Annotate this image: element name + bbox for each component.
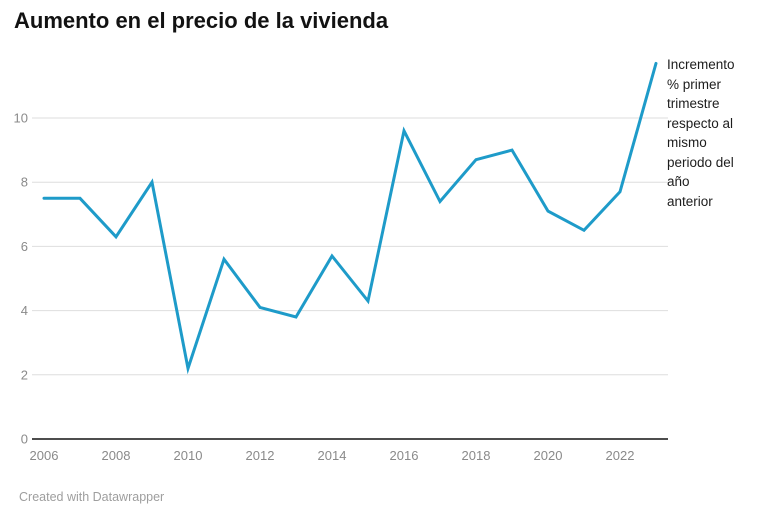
annotation-line: respecto al (667, 115, 734, 131)
data-line (42, 61, 658, 375)
x-tick-label: 2008 (102, 448, 131, 463)
x-tick-label: 2018 (462, 448, 491, 463)
x-tick-label: 2016 (390, 448, 419, 463)
y-tick-label: 6 (21, 239, 28, 254)
x-tick-label: 2020 (534, 448, 563, 463)
y-tick-label: 0 (21, 432, 28, 447)
series-annotation: Incremento % primer trimestre respecto al mi… (667, 55, 767, 211)
annotation-line: año (667, 174, 690, 189)
x-tick-label: 2012 (246, 448, 275, 463)
x-tick-label: 2006 (30, 448, 59, 463)
annotation-line: Incremento (667, 57, 735, 72)
attribution[interactable]: Created with Datawrapper (19, 490, 164, 504)
x-tick-label: 2022 (606, 448, 635, 463)
y-tick-label: 4 (21, 303, 28, 318)
annotation-line: mismo (667, 135, 707, 150)
attribution-text[interactable]: Created with Datawrapper (19, 490, 165, 504)
x-tick-label: 2010 (174, 448, 203, 463)
y-tick-label: 8 (21, 175, 28, 190)
annotation-line: % primer (667, 76, 722, 92)
y-tick-label: 2 (21, 367, 28, 382)
line-chart-plot: 0 2 4 6 8 10 2006 2008 2010 2012 2014 2016 2018 2020 2… (14, 61, 668, 463)
x-tick-label: 2014 (318, 448, 347, 463)
annotation-line: periodo del (667, 154, 734, 170)
y-tick-label: 10 (14, 111, 28, 126)
annotation-line: trimestre (667, 96, 720, 111)
chart-title: Aumento en el precio de la vivienda (14, 8, 389, 33)
annotation-line: anterior (667, 193, 713, 209)
